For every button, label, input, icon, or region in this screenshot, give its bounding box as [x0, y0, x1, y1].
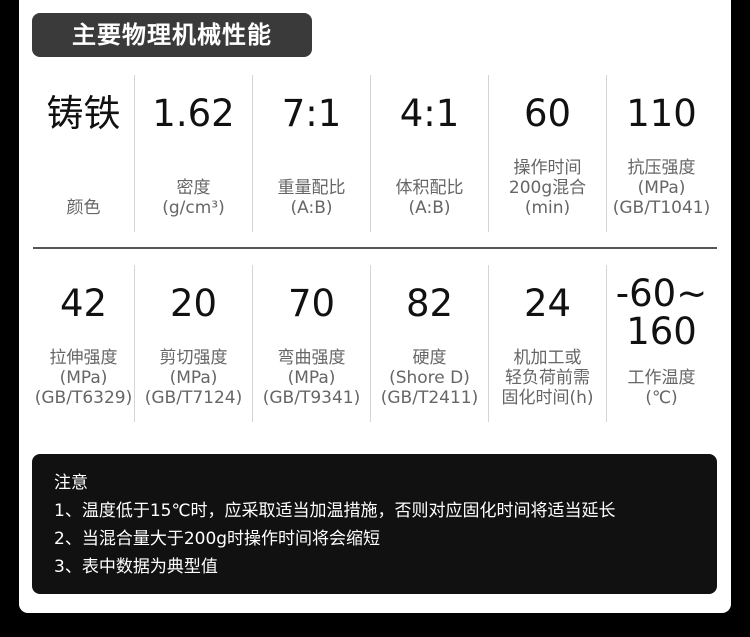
property-label-line: (GB/T9341)	[262, 388, 361, 408]
property-cell: 20 剪切强度 (MPa) (GB/T7124)	[134, 265, 252, 422]
properties-row-2: 42 拉伸强度 (MPa) (GB/T6329) 20 剪切强度 (MPa) (GB/T712…	[33, 265, 717, 422]
property-label-line: 颜色	[66, 198, 101, 218]
property-label: 剪切强度 (MPa) (GB/T7124)	[145, 348, 242, 408]
property-label-line: 弯曲强度	[277, 348, 346, 368]
property-label-line: (MPa)	[287, 368, 336, 388]
property-value: 1.62	[152, 92, 235, 135]
property-label: 重量配比 (A:B)	[278, 178, 346, 218]
property-label: 颜色	[67, 198, 101, 218]
property-value: 110	[626, 92, 697, 135]
property-cell: 70 弯曲强度 (MPa) (GB/T9341)	[252, 265, 370, 422]
property-label-line: 固化时间(h)	[501, 388, 594, 408]
property-value: 70	[287, 282, 336, 325]
property-label: 操作时间 200g混合 (min)	[509, 158, 586, 218]
property-cell: 铸铁 颜色	[33, 75, 134, 232]
property-label-line: (GB/T2411)	[380, 388, 479, 408]
property-label: 体积配比 (A:B)	[396, 178, 464, 218]
property-cell: 24 机加工或 轻负荷前需 固化时间(h)	[488, 265, 606, 422]
property-cell: 60 操作时间 200g混合 (min)	[488, 75, 606, 232]
note-item: 2、当混合量大于200g时操作时间将会缩短	[54, 529, 381, 549]
property-label-line: 硬度	[412, 348, 447, 368]
notes-box: 注意 1、温度低于15℃时，应采取适当加温措施，否则对应固化时间将适当延长 2、…	[32, 454, 717, 594]
property-label-line: (Shore D)	[389, 368, 470, 388]
row-divider	[33, 247, 717, 249]
property-label: 机加工或 轻负荷前需 固化时间(h)	[501, 348, 593, 408]
property-label: 工作温度 (℃)	[628, 368, 696, 408]
property-label-line: (A:B)	[408, 198, 451, 218]
property-label-line: 操作时间	[513, 158, 582, 178]
property-cell: -60~ 160 工作温度 (℃)	[606, 265, 716, 422]
property-label-line: 体积配比	[395, 178, 464, 198]
property-label-line: 200g混合	[508, 178, 587, 198]
property-cell: 1.62 密度 (g/cm³)	[134, 75, 252, 232]
note-item: 1、温度低于15℃时，应采取适当加温措施，否则对应固化时间将适当延长	[54, 501, 616, 521]
property-label-line: 拉伸强度	[49, 348, 118, 368]
property-cell: 4:1 体积配比 (A:B)	[370, 75, 488, 232]
property-value: 42	[59, 282, 108, 325]
property-value: 铸铁	[46, 92, 121, 135]
property-label-line: (GB/T7124)	[144, 388, 243, 408]
property-label-line: 轻负荷前需	[504, 368, 590, 388]
property-value: 4:1	[399, 92, 460, 135]
property-label-line: (MPa)	[169, 368, 218, 388]
property-cell: 110 抗压强度 (MPa) (GB/T1041)	[606, 75, 716, 232]
property-label: 拉伸强度 (MPa) (GB/T6329)	[35, 348, 132, 408]
property-value: 82	[405, 282, 454, 325]
property-label-line: (GB/T1041)	[612, 198, 711, 218]
property-value: -60~ 160	[616, 275, 707, 351]
section-title: 主要物理机械性能	[32, 13, 312, 57]
property-label-line: 密度	[176, 178, 211, 198]
property-label-line: 机加工或	[513, 348, 582, 368]
property-label-line: (GB/T6329)	[34, 388, 133, 408]
property-label-line: 工作温度	[627, 368, 696, 388]
property-label: 硬度 (Shore D) (GB/T2411)	[381, 348, 478, 408]
property-label-line: 重量配比	[277, 178, 346, 198]
property-label-line: 剪切强度	[159, 348, 228, 368]
property-label: 密度 (g/cm³)	[162, 178, 225, 218]
property-cell: 7:1 重量配比 (A:B)	[252, 75, 370, 232]
property-label: 抗压强度 (MPa) (GB/T1041)	[613, 158, 710, 218]
note-item: 3、表中数据为典型值	[54, 557, 218, 577]
property-label: 弯曲强度 (MPa) (GB/T9341)	[263, 348, 360, 408]
property-value: 7:1	[281, 92, 342, 135]
property-label-line: (g/cm³)	[162, 198, 225, 218]
property-label-line: 抗压强度	[627, 158, 696, 178]
property-value: 60	[523, 92, 572, 135]
property-cell: 42 拉伸强度 (MPa) (GB/T6329)	[33, 265, 134, 422]
notes-heading: 注意	[54, 473, 88, 493]
property-label-line: (MPa)	[637, 178, 686, 198]
property-label-line: (min)	[524, 198, 571, 218]
property-label-line: (℃)	[645, 388, 678, 408]
property-label-line: (A:B)	[290, 198, 333, 218]
property-value: 20	[169, 282, 218, 325]
property-label-line: (MPa)	[59, 368, 108, 388]
property-value: 24	[523, 282, 572, 325]
property-value-line: 160	[626, 310, 697, 353]
property-value-line: -60~	[615, 272, 708, 315]
properties-row-1: 铸铁 颜色 1.62 密度 (g/cm³) 7:1 重量配比 (A:B) 4:1 体积配比 (A:B…	[33, 75, 717, 232]
property-cell: 82 硬度 (Shore D) (GB/T2411)	[370, 265, 488, 422]
